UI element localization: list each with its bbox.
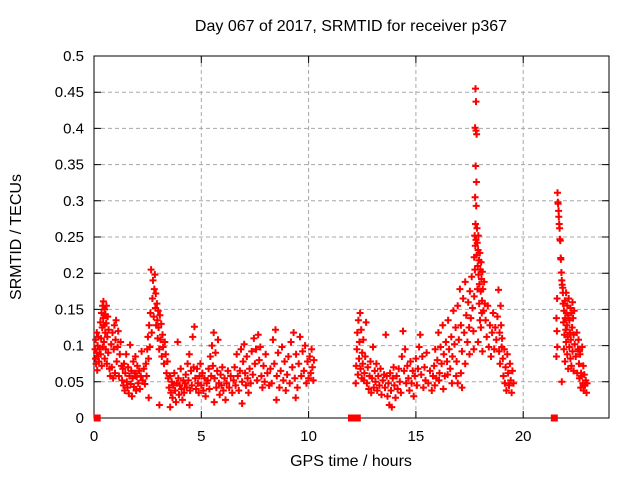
y-tick-label: 0 bbox=[76, 410, 84, 427]
y-axis-label: SRMTID / TECUs bbox=[8, 174, 25, 300]
zero-value-marker bbox=[353, 414, 361, 422]
y-tick-label: 0.3 bbox=[63, 193, 84, 210]
data-points bbox=[91, 85, 591, 411]
x-tick-label: 10 bbox=[300, 428, 317, 445]
zero-value-marker bbox=[550, 414, 558, 422]
gridlines bbox=[94, 56, 609, 418]
y-tick-label: 0.4 bbox=[63, 120, 84, 137]
x-tick-label: 5 bbox=[197, 428, 205, 445]
y-tick-label: 0.35 bbox=[55, 157, 84, 174]
y-tick-label: 0.45 bbox=[55, 84, 84, 101]
x-tick-label: 20 bbox=[515, 428, 532, 445]
zero-value-marker bbox=[93, 414, 101, 422]
y-tick-label: 0.1 bbox=[63, 338, 84, 355]
zero-value-marker bbox=[348, 414, 355, 422]
x-axis-label: GPS time / hours bbox=[290, 453, 412, 470]
y-tick-label: 0.5 bbox=[63, 48, 84, 65]
chart-title: Day 067 of 2017, SRMTID for receiver p36… bbox=[195, 18, 507, 35]
plot-area: 0 5 10 15 20 0 0.05 0.1 0.15 0.2 0.25 0.3 0.35 0.4 0.4… bbox=[55, 48, 610, 445]
y-tick-label: 0.05 bbox=[55, 374, 84, 391]
y-tick-label: 0.15 bbox=[55, 301, 84, 318]
x-tick-label: 15 bbox=[408, 428, 425, 445]
x-tick-label: 0 bbox=[90, 428, 98, 445]
y-tick-label: 0.2 bbox=[63, 265, 84, 282]
y-tick-label: 0.25 bbox=[55, 229, 84, 246]
